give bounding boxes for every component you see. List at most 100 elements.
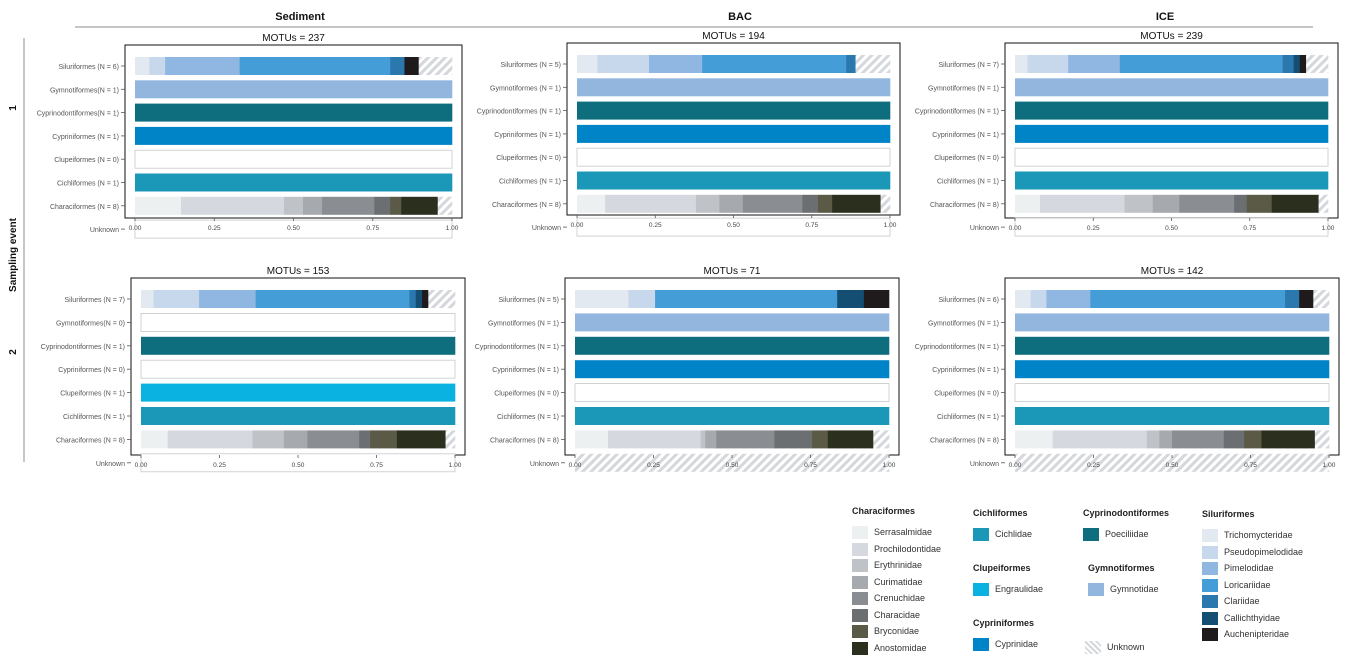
y-tick-label: Cyprinodontiformes (N = 1) [41,344,125,351]
y-tick-label: Siluriformes (N = 7) [939,62,999,69]
bar-segment-poeciliidae [1015,101,1329,120]
bar-segment-bryconidae [818,194,833,213]
x-tick-label: 0.50 [727,222,740,229]
bar-segment-serrasalmidae [1015,194,1041,213]
bar-segment-unknown [418,57,453,75]
bar-segment-crenuchidae [1179,194,1235,213]
legend-group-title: Cyprinodontiformes [1083,508,1170,518]
legend-label: Auchenipteridae [1224,629,1290,639]
bar-segment-curimatidae [303,196,323,215]
y-tick-label: Clupeiformes (N = 0) [934,391,999,398]
motu-label: MOTUs = 153 [267,266,330,277]
x-tick-label: 0.00 [569,462,582,469]
legend-label: Cyprinidae [995,639,1039,649]
y-tick-label: Characiformes (N = 8) [930,437,999,444]
bar-segment-characidae [774,430,813,449]
bar-segment-erythrinidae [283,196,304,215]
bar-segment-characidae [359,430,371,449]
bar-segment-cichlidae [141,407,456,425]
y-tick-label: Unknown [970,225,999,232]
bar-segment-curimatidae [719,194,744,213]
bar-segment-gymnotidae [577,78,891,97]
bar-segment-crenuchidae [716,430,775,449]
bar-segment-loricariidae [1090,290,1286,308]
y-tick-label: Cypriniformes (N = 0) [58,367,125,374]
bar-segment-pseudopimelodidae [153,290,200,308]
bar-segment-characidae [1234,194,1247,213]
bar-segment-cyprinidae [577,124,891,143]
bar-segment-cichlidae [135,173,453,192]
legend-label: Anostomidae [874,642,927,653]
empty-bar [574,383,890,403]
bar-segment-anostomidae [827,430,874,449]
legend-label: Pimelodidae [1224,563,1274,573]
y-tick-label: Clupeiformes (N = 0) [496,155,561,162]
bar-segment-unknown [575,453,890,472]
motu-label: MOTUs = 239 [1140,31,1203,42]
y-tick-label: Cichliformes (N = 1) [497,414,559,421]
legend-swatch-pimelodidae [1202,562,1218,575]
bar-segment-loricariidae [239,57,391,75]
bar-segment-gymnotidae [575,313,890,332]
bar-segment-auchenipteridae [404,57,420,75]
legend-swatch-prochilodontidae [852,542,868,556]
legend-label: Clariidae [1224,596,1260,606]
y-tick-label: Unknown [532,225,561,232]
motu-label: MOTUs = 237 [262,33,325,44]
bar-segment-poeciliidae [141,336,456,355]
x-tick-label: 0.00 [129,225,142,232]
bar-segment-characidae [374,196,391,215]
y-tick-label: Cichliformes (N = 1) [937,179,999,186]
bar-segment-unknown [873,430,890,449]
bar-segment-poeciliidae [135,103,453,122]
legend-swatch-auchenipteridae [1202,628,1218,641]
empty-bar [140,312,456,332]
x-tick-label: 0.75 [370,462,383,469]
bar-segment-clariidae [390,57,405,75]
y-tick-label: Gymnotiformes(N = 1) [50,87,119,94]
legend-group-title: Cichliformes [973,508,1028,518]
bar-segment-serrasalmidae [1015,430,1053,449]
bar-segment-cichlidae [575,407,890,425]
bar-segment-serrasalmidae [577,194,606,213]
legend-swatch-crenuchidae [852,592,868,605]
legend-label: Unknown [1107,642,1145,652]
y-tick-label: Siluriformes (N = 6) [59,64,119,71]
bar-segment-prochilodontidae [1052,430,1148,449]
y-tick-label: Characiformes (N = 8) [490,437,559,444]
y-tick-label: Characiformes (N = 8) [50,204,119,211]
bar-segment-unknown [445,430,456,449]
legend-label: Pseudopimelodidae [1224,546,1304,557]
empty-bar [1014,147,1329,167]
column-header: ICE [1156,11,1174,23]
legend-label: Callichthyidae [1224,612,1281,623]
bar-segment-trichomycteridae [135,57,150,75]
bar-segment-crenuchidae [742,194,803,213]
bar-segment-unknown [1306,55,1329,73]
bar-segment-crenuchidae [322,196,375,215]
bar-segment-pseudopimelodidae [1030,290,1047,308]
bar-segment-callichthyidae [837,290,865,308]
bar-segment-bryconidae [370,430,398,449]
bar-segment-bryconidae [812,430,829,449]
legend-label: Characidae [874,609,921,620]
bar-segment-unknown [880,194,891,213]
empty-bar [1014,383,1330,403]
bar-segment-prochilodontidae [167,430,253,449]
bar-segment-bryconidae [1246,194,1272,213]
bar-segment-prochilodontidae [607,430,701,449]
y-tick-label: Clupeiformes (N = 0) [494,391,559,398]
y-tick-label: Clupeiformes (N = 0) [934,155,999,162]
legend-label: Trichomycteridae [1224,530,1293,540]
legend-swatch-erythrinidae [852,559,868,572]
y-tick-label: Siluriformes (N = 6) [939,297,999,304]
legend-swatch-loricariidae [1202,578,1218,592]
bar-segment-trichomycteridae [141,290,154,308]
legend-swatch-anostomidae [852,641,868,655]
bar-segment-prochilodontidae [1040,194,1125,213]
x-tick-label: 0.75 [1244,462,1257,469]
bar-segment-unknown [1318,194,1329,213]
bar-segment-loricariidae [655,290,838,308]
bar-segment-prochilodontidae [605,194,697,213]
